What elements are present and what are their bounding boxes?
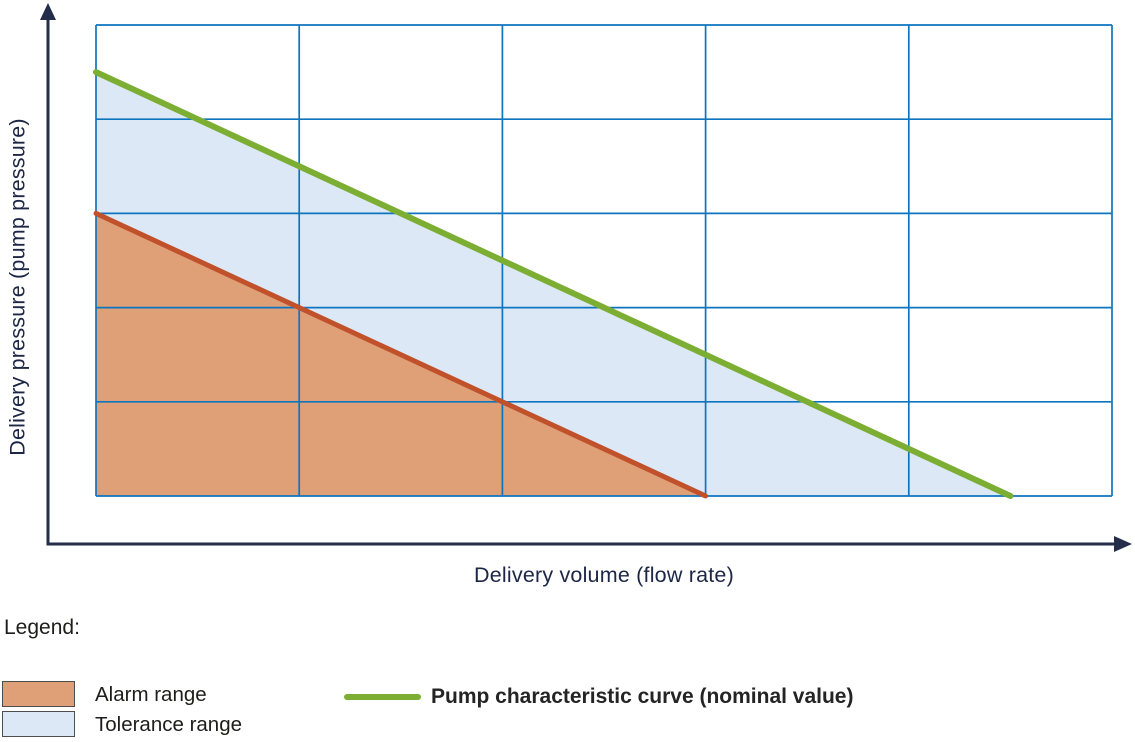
alarm-range-swatch [2, 681, 75, 707]
y-axis-label: Delivery pressure (pump pressure) [5, 118, 30, 456]
pump-curve-label: Pump characteristic curve (nominal value… [431, 685, 854, 708]
alarm-range-label: Alarm range [95, 683, 207, 706]
curve-alarm-range-boundary [93, 210, 709, 499]
x-axis-arrowhead-icon [1114, 536, 1132, 552]
curve-pump-characteristic-curve-nominal-value [93, 69, 1014, 499]
tolerance-range-label: Tolerance range [95, 713, 243, 736]
legend-title: Legend: [4, 616, 80, 639]
pump-curve-line-swatch [344, 694, 421, 700]
tolerance-range-swatch [2, 711, 75, 737]
y-axis-arrowhead-icon [40, 3, 56, 20]
pump-characteristic-chart [40, 3, 1132, 552]
x-axis-label: Delivery volume (flow rate) [474, 563, 734, 587]
